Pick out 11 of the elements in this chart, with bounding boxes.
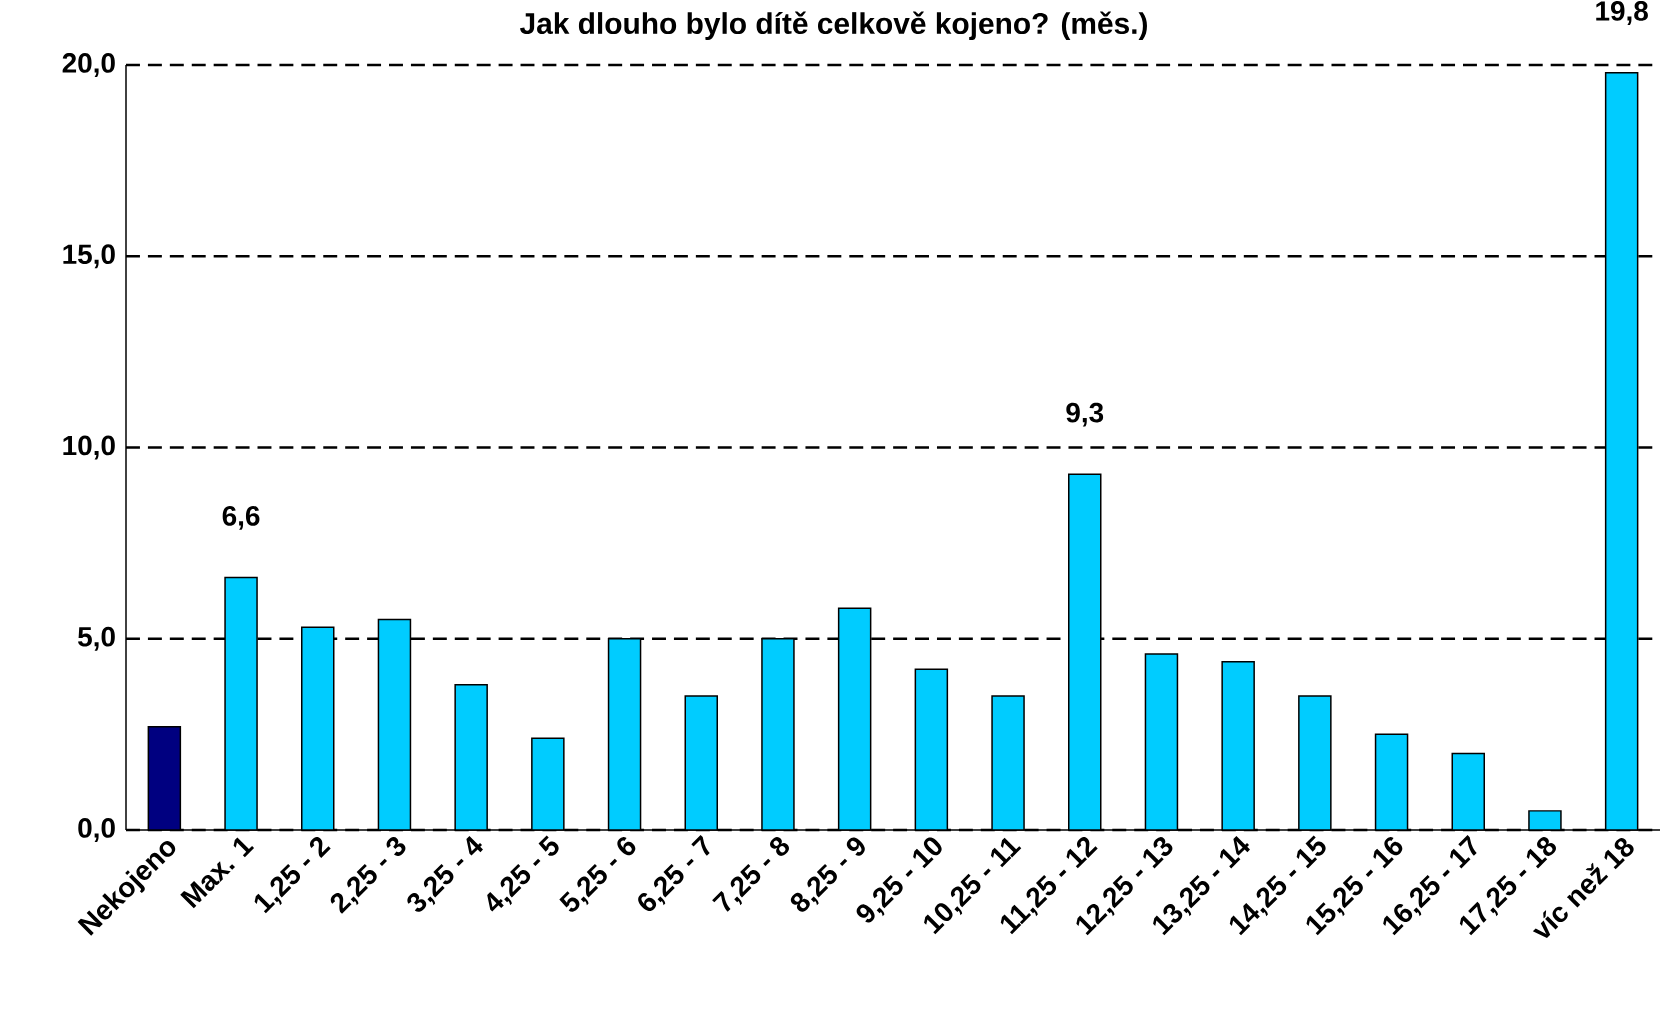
y-tick-label: 20,0 (62, 53, 115, 77)
data-label: 19,8 (1596, 1, 1648, 25)
x-tick-label: Max. 1 (180, 837, 255, 909)
chart-title: Jak dlouho bylo dítě celkově kojeno? (měs.) (520, 11, 1147, 40)
y-tick-label: 10,0 (63, 435, 115, 460)
y-tick-label: 15,0 (63, 244, 115, 269)
y-tick-label: 0,0 (78, 818, 115, 842)
data-label: 9,3 (1066, 402, 1104, 427)
x-tick-label: 6,25 - 7 (638, 834, 710, 912)
y-tick-label: 5,0 (78, 626, 115, 651)
data-label: 6,6 (222, 506, 260, 530)
